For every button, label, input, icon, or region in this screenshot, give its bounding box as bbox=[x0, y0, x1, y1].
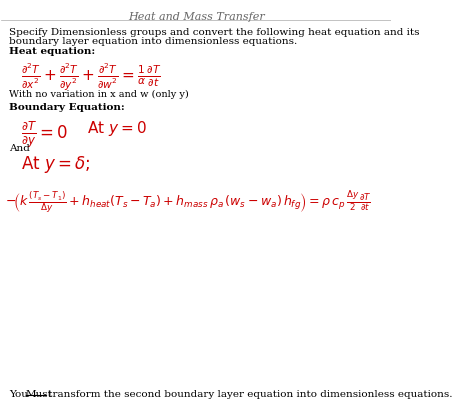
Text: Heat equation:: Heat equation: bbox=[9, 47, 95, 56]
Text: $\frac{\partial^2 T}{\partial x^2} + \frac{\partial^2 T}{\partial y^2} + \frac{\: $\frac{\partial^2 T}{\partial x^2} + \fr… bbox=[21, 61, 161, 93]
Text: $\mathrm{At}\ y = \delta;$: $\mathrm{At}\ y = \delta;$ bbox=[21, 154, 91, 175]
Text: $\frac{\partial T}{\partial y} = 0$: $\frac{\partial T}{\partial y} = 0$ bbox=[21, 119, 68, 150]
Text: Must: Must bbox=[26, 390, 53, 399]
Text: boundary layer equation into dimensionless equations.: boundary layer equation into dimensionle… bbox=[9, 37, 297, 45]
Text: $-\!\left(k\,\frac{(T_s - T_1)}{\Delta y}+ h_{heat}(T_s - T_a)+ h_{mass}\,\rho_a: $-\!\left(k\,\frac{(T_s - T_1)}{\Delta y… bbox=[5, 189, 372, 215]
Text: Specify Dimensionless groups and convert the following heat equation and its: Specify Dimensionless groups and convert… bbox=[9, 28, 419, 37]
Text: You: You bbox=[9, 390, 31, 399]
Text: Heat and Mass Transfer: Heat and Mass Transfer bbox=[128, 12, 264, 22]
Text: With no variation in x and w (only y): With no variation in x and w (only y) bbox=[9, 90, 189, 99]
Text: $\mathrm{At}\ y = 0$: $\mathrm{At}\ y = 0$ bbox=[87, 119, 147, 138]
Text: And: And bbox=[9, 144, 30, 153]
Text: transform the second boundary layer equation into dimensionless equations.: transform the second boundary layer equa… bbox=[46, 390, 453, 399]
Text: Boundary Equation:: Boundary Equation: bbox=[9, 103, 125, 111]
